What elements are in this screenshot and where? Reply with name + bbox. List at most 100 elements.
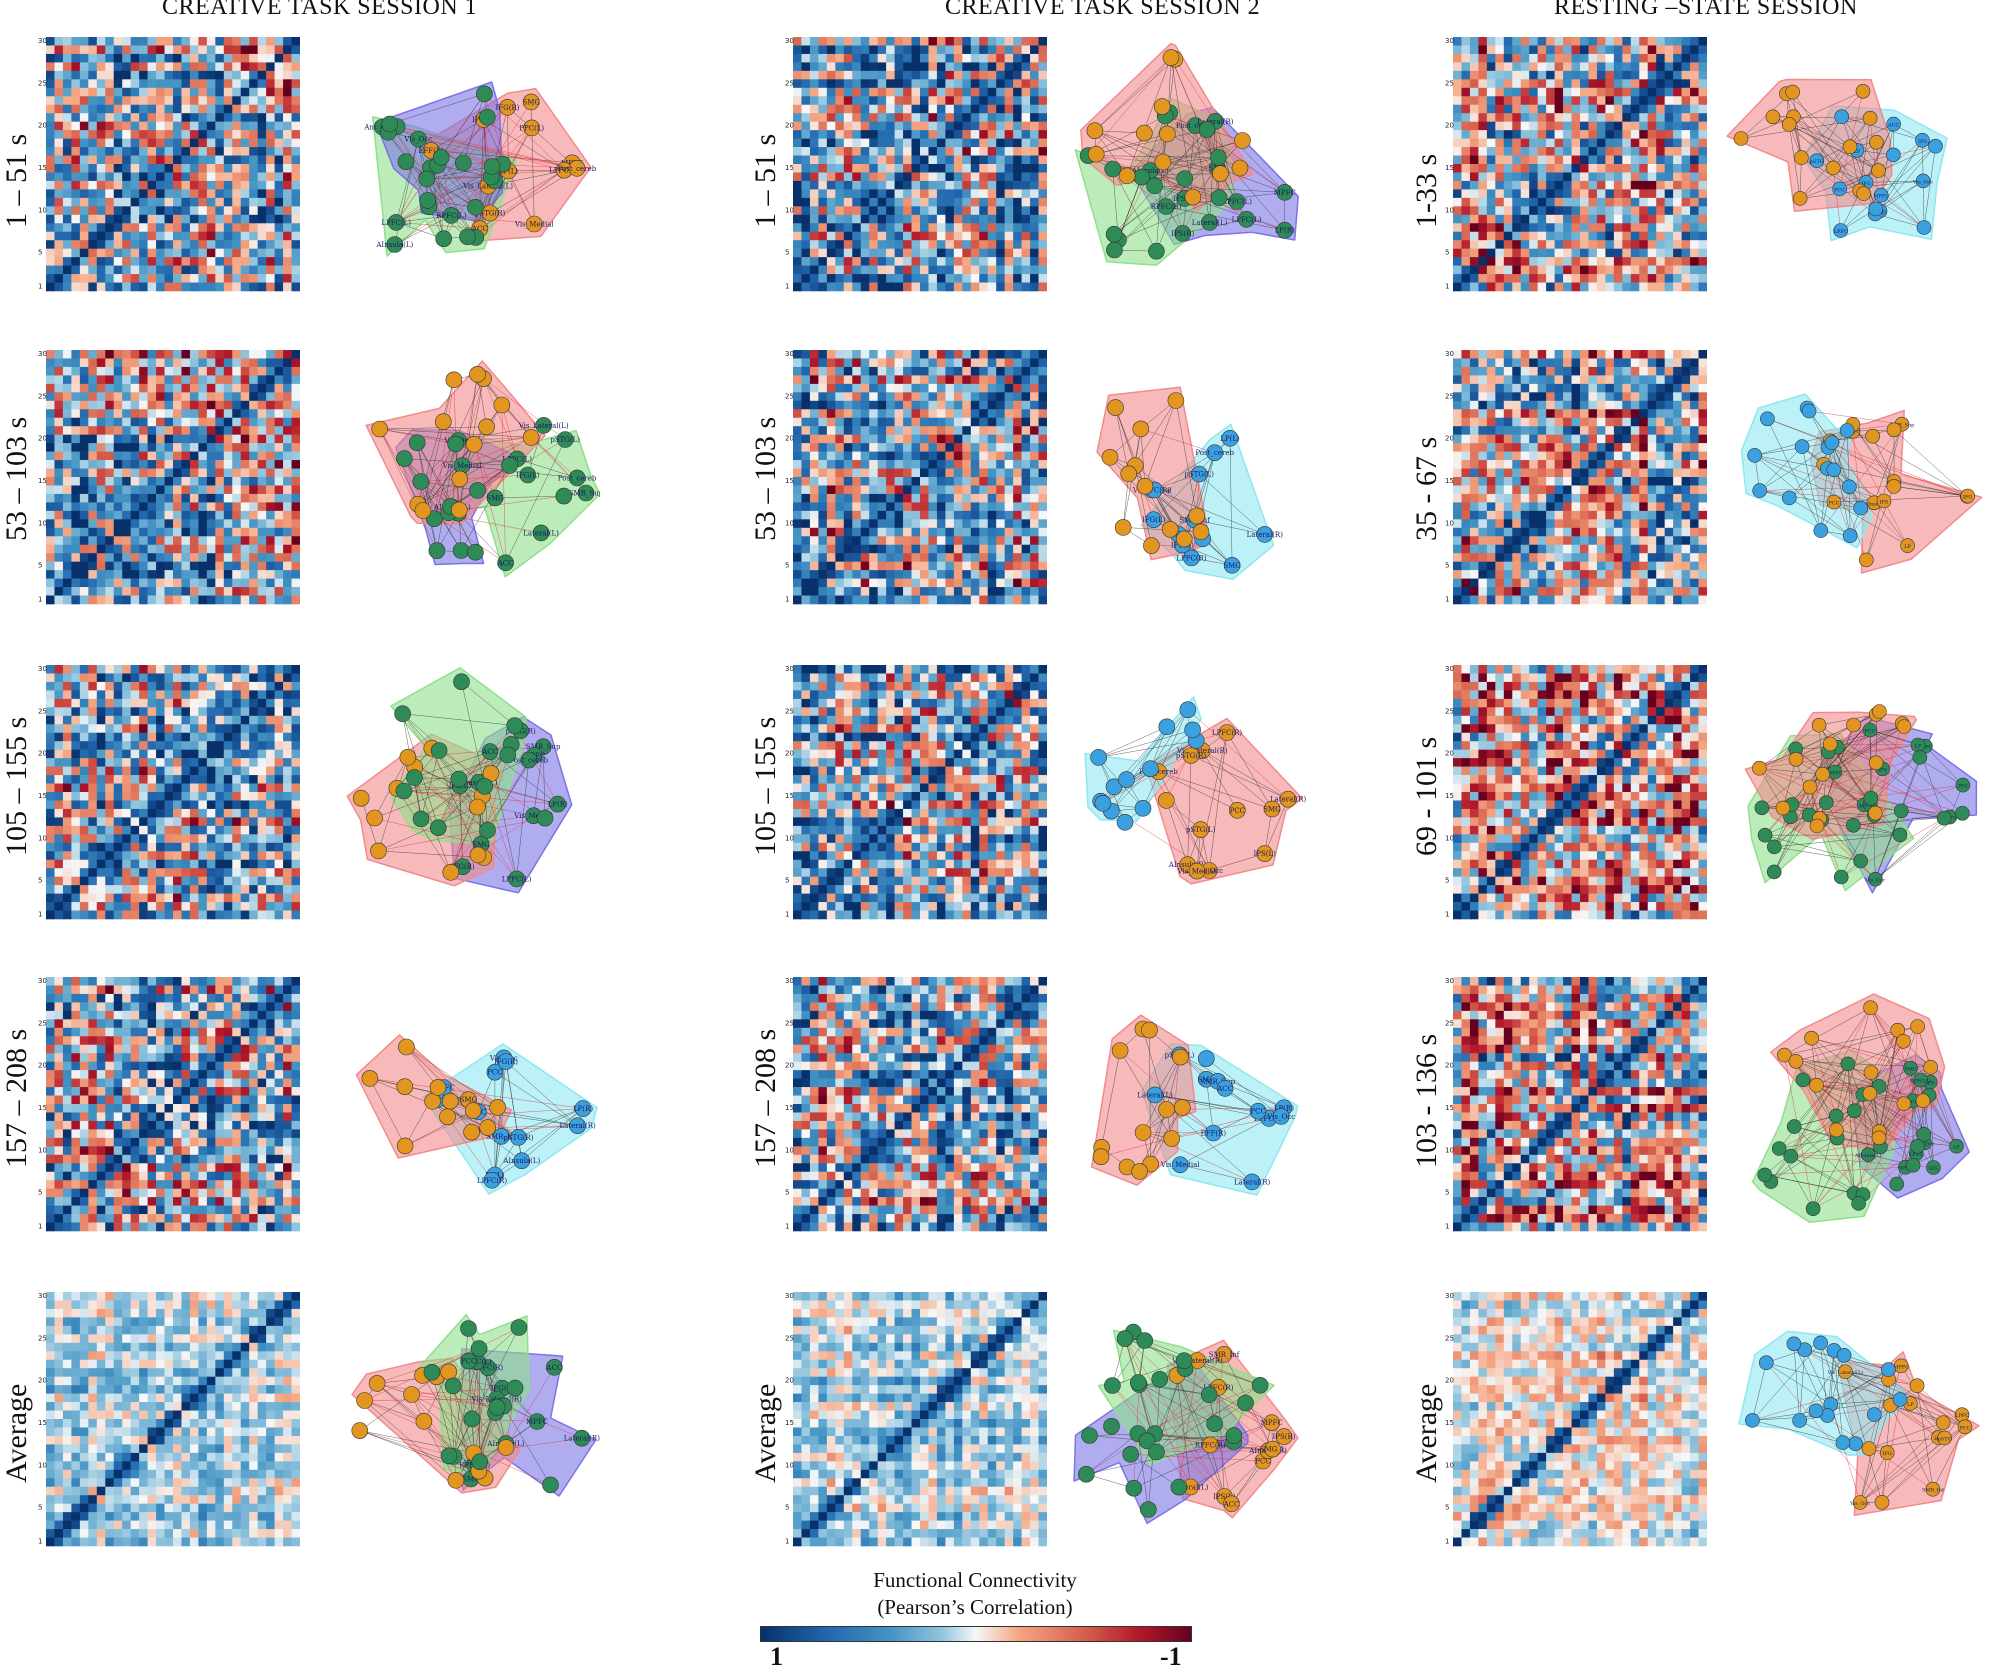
node-label: AInsula — [1864, 501, 1884, 507]
network-node — [1868, 805, 1883, 821]
matrix-tick-label: 15 — [785, 1104, 794, 1112]
network-node — [1175, 530, 1193, 548]
network-node — [1856, 186, 1871, 201]
network-node — [556, 431, 574, 448]
network-node — [549, 795, 566, 813]
matrix-tick-label: 1 — [38, 1538, 42, 1546]
node-label: MPFC — [1898, 1166, 1914, 1172]
network-node — [483, 158, 501, 175]
network-node — [1846, 818, 1861, 833]
network-node — [1928, 138, 1943, 154]
network-node — [1863, 1065, 1879, 1080]
network-node — [1140, 1501, 1157, 1518]
network-node — [1188, 507, 1205, 525]
network-node — [1886, 479, 1902, 494]
matrix-tick-label: 15 — [1445, 1104, 1454, 1112]
network-node — [1263, 800, 1281, 818]
matrix-tick-label: 25 — [785, 707, 794, 715]
node-label: Post_cereb — [510, 757, 549, 765]
node-label: IFG(L) — [1142, 516, 1166, 524]
network-node — [574, 1100, 592, 1117]
network-node — [1198, 1050, 1215, 1067]
network-node — [1175, 1352, 1193, 1369]
network-node — [1842, 528, 1858, 543]
node-label: LPFC(R) — [549, 167, 580, 175]
node-label: ACC — [545, 1364, 562, 1372]
network-node — [1210, 189, 1228, 206]
network-node — [1138, 1432, 1156, 1450]
node-label: Vis_Occ — [1849, 1501, 1870, 1507]
network-node — [1889, 1176, 1904, 1192]
matrix-tick-label: 15 — [1445, 1419, 1454, 1427]
network-node — [1777, 1047, 1792, 1063]
node-label: ACC — [1223, 1500, 1240, 1508]
network-node — [1148, 242, 1165, 260]
network-node — [1167, 392, 1185, 409]
node-label: LP(R) — [1274, 1104, 1294, 1112]
network-node — [479, 822, 496, 839]
matrix-tick-label: 15 — [785, 164, 794, 172]
network-node — [1120, 465, 1137, 483]
network-node — [467, 199, 484, 216]
node-label: ACC — [1887, 123, 1899, 129]
network-node — [1159, 125, 1176, 143]
network-node — [508, 870, 525, 888]
network-node — [499, 746, 516, 764]
matrix-tick-label: 5 — [1445, 249, 1449, 257]
network-node — [469, 482, 486, 499]
network-node — [471, 1453, 489, 1470]
node-label: PPC(L) — [519, 124, 544, 132]
network-node — [429, 1079, 447, 1096]
network-node — [1809, 153, 1825, 168]
node-label: SMG — [1263, 806, 1281, 814]
network-node — [1815, 766, 1830, 782]
node-label: Vis_Occ — [1194, 867, 1223, 875]
network-node — [1811, 717, 1827, 733]
matrix-tick-label: 5 — [38, 249, 42, 257]
network-node — [1855, 83, 1871, 99]
network-node — [486, 489, 504, 507]
network-node — [1754, 800, 1770, 816]
matrix-tick-label: 10 — [785, 1461, 794, 1469]
network-graph-c3-r4: AInsula(L)MPFCLPFCSMGIFGPCCIPSLPVis_OccR… — [1751, 993, 1970, 1224]
network-node — [1863, 790, 1879, 806]
network-node — [1229, 802, 1246, 819]
matrix-tick-label: 30 — [785, 37, 794, 45]
network-node — [1243, 1173, 1261, 1191]
network-graph-c3-r1: ACCMPFCPCCLPFCSMGIPSIFGLPpSTGVis_Occ — [1726, 78, 1948, 242]
node-label: RPFC(L) — [1910, 1078, 1932, 1085]
network-node — [1871, 163, 1886, 178]
row-label-c2-r4: 157 – 208 s — [749, 1028, 782, 1168]
matrix-tick-label: 25 — [785, 1334, 794, 1342]
node-label: EFF(R) — [1201, 1130, 1227, 1138]
network-node — [499, 99, 516, 116]
network-node — [573, 1429, 591, 1447]
network-graph-c3-r3: PCCACCMPFCLPFCSMGIPSIFGLPpSTGVis_Occ — [1744, 704, 1978, 894]
network-node — [432, 149, 450, 166]
network-node — [1923, 1059, 1938, 1075]
network-graph-c1-r3: LP(R)AInsula(L)IPS(L)pSTG(R)Vis_MedialSM… — [346, 667, 573, 894]
row-label-c1-r1: 1 – 51 s — [0, 133, 33, 228]
correlation-matrix-c1-r4: 30 25 20 15 10 5 1 — [38, 977, 300, 1232]
matrix-tick-label: 20 — [1445, 435, 1454, 443]
network-node — [381, 115, 399, 133]
node-label: LPFC(R) — [1212, 729, 1243, 737]
node-label: LPFC(R) — [477, 1177, 508, 1185]
network-node — [1824, 435, 1840, 450]
matrix-tick-label: 30 — [785, 1292, 794, 1300]
network-node — [1206, 444, 1223, 461]
network-node — [1853, 853, 1868, 869]
network-node — [469, 365, 486, 383]
node-label: SMG — [462, 1476, 480, 1484]
matrix-tick-label: 1 — [1445, 283, 1449, 291]
network-node — [1116, 1330, 1134, 1347]
correlation-matrix-c1-r5: 30 25 20 15 10 5 1 — [38, 1292, 300, 1547]
network-graph-c2-r2: Post_cerebIPS(R)LPFC(R)SMR_InfpSTG(L)Vis… — [1096, 386, 1283, 580]
network-node — [1090, 749, 1107, 766]
node-label: Lateral(L) — [1137, 1091, 1173, 1099]
network-node — [1163, 1130, 1180, 1147]
node-label: MPFC — [1893, 1364, 1909, 1370]
matrix-tick-label: 10 — [1445, 1461, 1454, 1469]
network-node — [1886, 116, 1901, 132]
module-hull-cyan — [422, 1043, 598, 1195]
